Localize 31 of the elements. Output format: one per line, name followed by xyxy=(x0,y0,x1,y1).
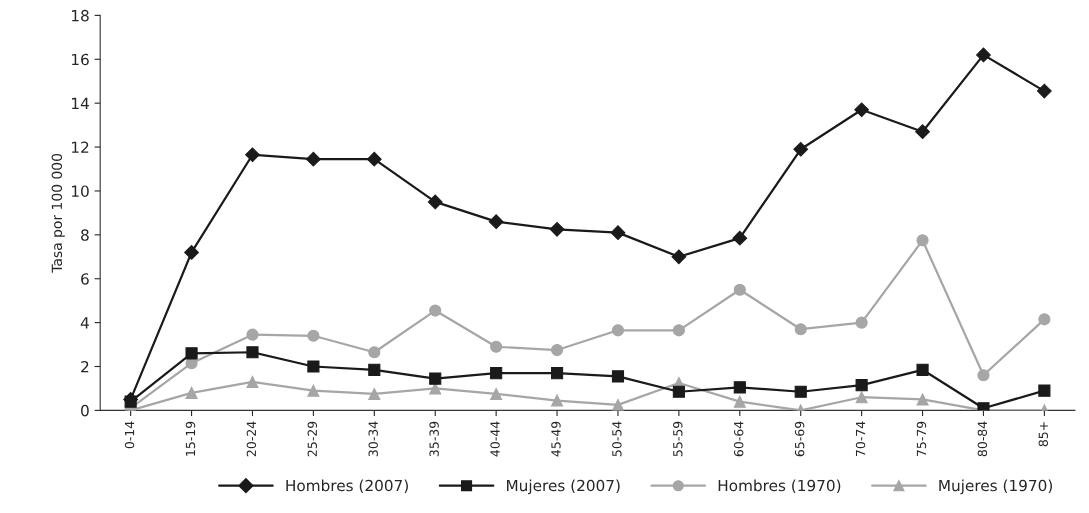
x-tick-label: 70-74 xyxy=(855,421,866,457)
y-tick-label: 8 xyxy=(81,229,89,241)
y-tick-label: 6 xyxy=(81,273,89,285)
x-tick-label: 0-14 xyxy=(124,421,135,449)
x-tick-label: 80-84 xyxy=(977,421,988,457)
x-tick-label: 55-59 xyxy=(673,421,683,457)
x-tick-label: 25-29 xyxy=(307,421,318,457)
y-tick-label: 12 xyxy=(72,141,89,153)
legend-label: Hombres (1970) xyxy=(718,479,841,494)
y-tick-label: 14 xyxy=(72,97,89,109)
y-tick-label: 2 xyxy=(81,360,89,373)
x-tick-label: 65-69 xyxy=(794,421,805,457)
y-tick-label: 18 xyxy=(72,9,89,22)
legend-label: Hombres (2007) xyxy=(286,479,408,494)
legend-label: Mujeres (2007) xyxy=(507,479,620,495)
y-tick-label: 16 xyxy=(72,53,89,66)
legend-label: Mujeres (1970) xyxy=(939,479,1052,495)
y-tick-label: 0 xyxy=(81,404,89,417)
y-tick-label: 10 xyxy=(72,185,89,197)
y-axis-title: Tasa por 100 000 xyxy=(51,153,65,273)
x-tick-label: 20-24 xyxy=(246,421,257,457)
x-tick-label: 60-64 xyxy=(733,421,744,457)
x-tick-label: 15-19 xyxy=(185,421,196,456)
x-tick-label: 40-44 xyxy=(490,421,500,457)
x-tick-label: 30-34 xyxy=(368,421,378,457)
x-tick-label: 45-49 xyxy=(551,421,561,457)
x-tick-label: 75-79 xyxy=(916,421,927,457)
x-tick-label: 85+ xyxy=(1038,422,1049,447)
x-tick-label: 50-54 xyxy=(612,421,622,457)
y-tick-label: 4 xyxy=(80,317,89,329)
x-tick-label: 35-39 xyxy=(429,421,439,457)
